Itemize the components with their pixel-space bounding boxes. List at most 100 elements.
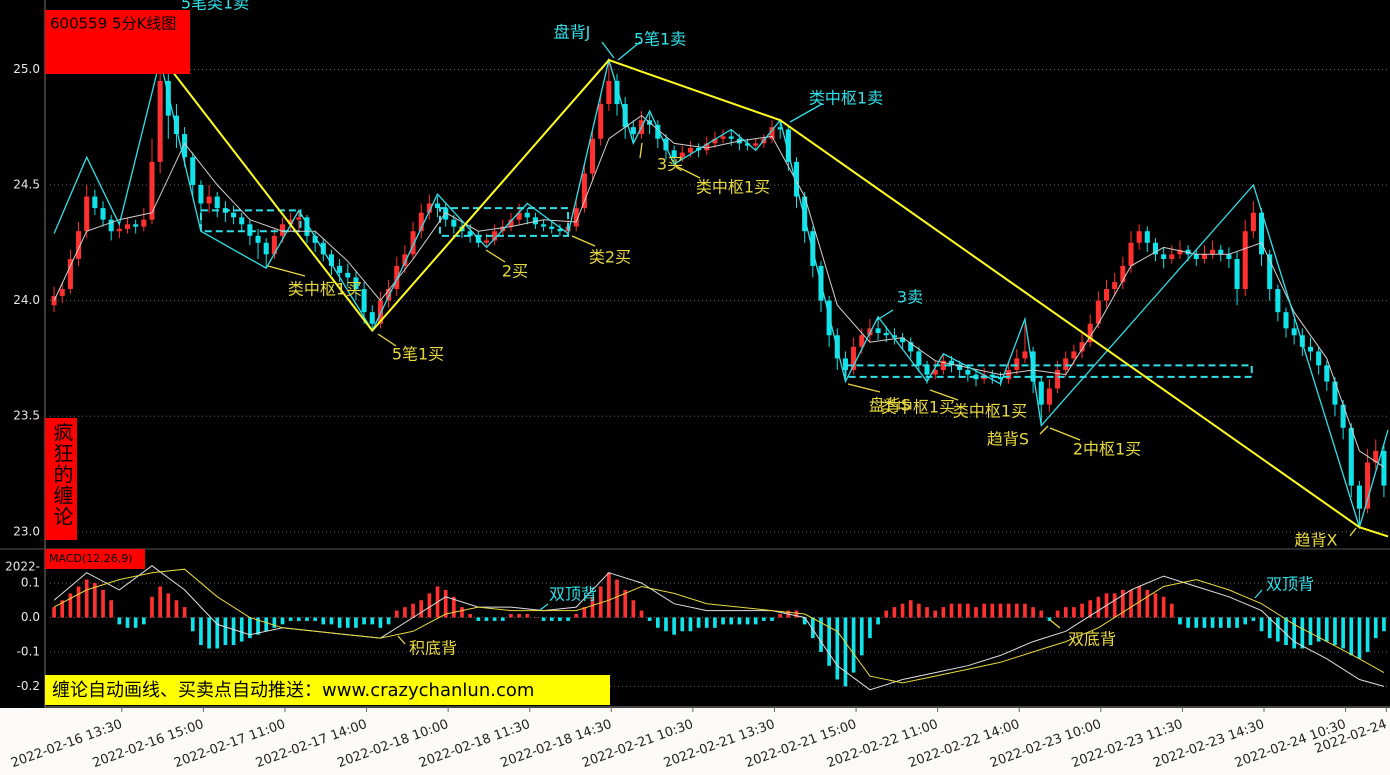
candle-body — [769, 127, 775, 139]
macd-bar — [729, 617, 734, 625]
candle-body — [1185, 249, 1191, 255]
candle-body — [279, 224, 286, 236]
candle-body — [728, 136, 734, 139]
candle-body — [353, 277, 359, 290]
candle-body — [173, 115, 179, 135]
macd-bar — [1031, 607, 1035, 618]
macd-bar — [1316, 617, 1321, 642]
arrow — [639, 142, 643, 159]
macd-bar — [541, 617, 546, 621]
macd-bar — [1161, 596, 1166, 618]
pivot-box — [199, 209, 302, 233]
candle-body — [1283, 312, 1289, 329]
candle-body — [1169, 254, 1175, 259]
macd-bar — [1080, 603, 1084, 618]
macd-bar — [329, 617, 334, 625]
candle-body — [965, 369, 971, 375]
candle-body — [1332, 381, 1338, 405]
macd-bar — [1023, 603, 1027, 618]
candle-body — [451, 219, 457, 227]
candle-body — [1177, 249, 1183, 255]
macd-bar — [1259, 617, 1264, 632]
candle-body — [1218, 249, 1224, 255]
macd-bar — [1039, 610, 1044, 618]
background — [0, 0, 1390, 708]
candle-body — [59, 289, 65, 296]
macd-bar — [1349, 617, 1354, 656]
macd-bar — [460, 607, 464, 618]
macd-bar — [908, 600, 913, 618]
arrow — [876, 309, 894, 321]
macd-bar — [1324, 617, 1329, 642]
candle-body — [679, 152, 685, 158]
macd-bar — [753, 617, 758, 625]
macd-bar — [305, 617, 309, 621]
macd-bar — [925, 607, 929, 618]
macd-bar — [272, 617, 277, 628]
macd-bar — [590, 596, 595, 618]
arrow — [539, 603, 549, 611]
macd-bar — [1227, 617, 1231, 628]
candle-body — [1079, 342, 1085, 352]
candle-body — [1014, 358, 1020, 370]
arrow — [1349, 527, 1357, 537]
macd-bar — [810, 617, 815, 639]
macd-bar — [721, 617, 725, 625]
macd-bar — [933, 610, 938, 618]
macd-bar — [101, 589, 105, 618]
candle-body — [753, 143, 759, 146]
candle-body — [337, 265, 343, 273]
macd-bar — [125, 617, 130, 628]
macd-bar — [158, 586, 162, 618]
candle-body — [1055, 369, 1061, 389]
macd-bar — [337, 617, 342, 628]
y-tick-label: 0.0 — [21, 610, 40, 624]
candle-body — [606, 80, 612, 105]
y-tick-label: -0.1 — [17, 644, 40, 658]
candle-body — [443, 208, 449, 220]
macd-bar — [411, 603, 415, 618]
macd-bar — [1006, 603, 1011, 618]
annotation: 趋背S — [987, 430, 1029, 449]
macd-bar — [296, 617, 301, 621]
candle-body — [149, 161, 155, 220]
macd-bar — [794, 610, 799, 618]
macd-bar — [1088, 600, 1093, 618]
arrow — [617, 41, 641, 61]
macd-bar — [1096, 596, 1101, 618]
macd-bar — [941, 607, 946, 618]
candle-body — [296, 217, 302, 220]
macd-bar — [623, 589, 628, 618]
candle-body — [67, 258, 73, 290]
candle-body — [630, 127, 636, 135]
macd-bar — [1251, 617, 1256, 621]
candle-body — [133, 224, 139, 227]
candle-body — [247, 224, 253, 236]
macd-bar — [517, 614, 521, 618]
macd-bar — [68, 593, 73, 618]
macd-bar — [598, 586, 603, 618]
macd-bar — [288, 617, 293, 621]
annotation: 盘背S — [869, 396, 911, 415]
side-label-box — [45, 418, 77, 540]
pivot-box — [438, 207, 570, 237]
macd-bar — [664, 617, 668, 632]
macd-bar — [1063, 607, 1068, 618]
candle-body — [1193, 254, 1199, 259]
macd-bar — [76, 586, 81, 618]
candle-body — [883, 332, 889, 336]
macd-bar — [827, 617, 831, 666]
macd-bar — [1267, 617, 1272, 639]
candle-body — [1324, 365, 1330, 382]
candle-body — [84, 196, 90, 232]
macd-bar — [443, 589, 448, 618]
macd-bar — [484, 617, 489, 621]
macd-bar — [199, 617, 203, 646]
macd-bar — [190, 617, 195, 632]
annotation: 趋背X — [1295, 531, 1338, 550]
arrow — [397, 635, 406, 645]
candle-body — [116, 228, 122, 232]
y-tick-label: 25.0 — [13, 62, 40, 76]
